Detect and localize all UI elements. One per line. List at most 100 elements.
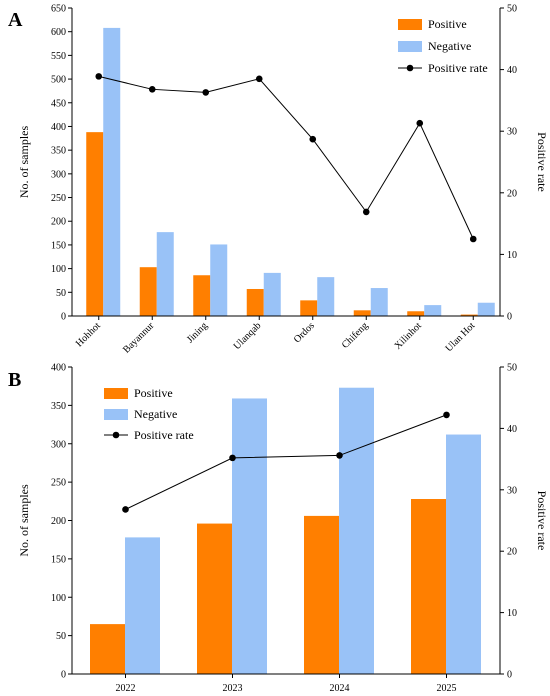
bar-positive-2 xyxy=(304,515,339,674)
panel-label: B xyxy=(8,369,21,391)
legend-label: Positive xyxy=(134,386,173,400)
x-tick-label: Bayannur xyxy=(121,320,157,356)
y-tick-label: 300 xyxy=(51,439,66,450)
x-tick-label: Ulan Hot xyxy=(443,320,477,354)
x-tick-label: Chifeng xyxy=(340,320,371,351)
legend-label: Negative xyxy=(134,407,177,421)
bar-positive-1 xyxy=(197,523,232,674)
y-tick-label: 350 xyxy=(51,146,66,157)
bar-negative-3 xyxy=(446,434,481,674)
y-tick-label: 450 xyxy=(51,98,66,109)
y-tick-label: 0 xyxy=(61,670,66,681)
x-tick-label: Ulanqab xyxy=(232,320,264,352)
legend-label: Positive xyxy=(428,17,467,31)
y-tick-label: 550 xyxy=(51,51,66,62)
bar-positive-3 xyxy=(411,499,446,674)
bar-negative-5 xyxy=(370,288,388,316)
y2-axis-title: Positive rate xyxy=(535,132,549,192)
legend-swatch xyxy=(398,41,422,52)
y2-tick-label: 20 xyxy=(507,188,517,199)
y-tick-label: 250 xyxy=(51,193,66,204)
positive-rate-point-5 xyxy=(362,208,370,216)
bar-positive-2 xyxy=(193,275,211,316)
x-tick-label: 2024 xyxy=(330,683,350,694)
positive-rate-line xyxy=(125,414,447,510)
y2-tick-label: 20 xyxy=(507,547,517,558)
y2-tick-label: 10 xyxy=(507,250,517,261)
y-tick-label: 250 xyxy=(51,478,66,489)
y-axis-title: No. of samples xyxy=(17,126,31,199)
bar-negative-0 xyxy=(125,537,160,674)
y-tick-label: 100 xyxy=(51,593,66,604)
bar-negative-0 xyxy=(103,27,121,316)
legend: Positive Negative Positive rate xyxy=(104,386,194,442)
positive-rate-line xyxy=(98,75,474,240)
y2-tick-label: 30 xyxy=(507,127,517,138)
positive-rate-point-2 xyxy=(336,452,343,459)
positive-rate-point-1 xyxy=(229,454,236,462)
y-tick-label: 350 xyxy=(51,401,66,412)
y2-tick-label: 0 xyxy=(507,312,512,323)
legend-swatch xyxy=(398,19,422,30)
bar-positive-6 xyxy=(407,311,425,316)
legend-swatch xyxy=(104,409,128,420)
positive-rate-point-7 xyxy=(469,235,477,243)
y2-tick-label: 10 xyxy=(507,608,517,619)
chart-panel-B: B 0 50 100 150 200 250 300 350 400 0 10 20 30 40 50 2022… xyxy=(8,363,549,695)
positive-rate-point-3 xyxy=(443,411,450,419)
legend-swatch xyxy=(104,388,128,399)
legend-label: Negative xyxy=(428,39,471,53)
y-tick-label: 650 xyxy=(51,4,66,15)
y-tick-label: 400 xyxy=(51,363,66,374)
bar-negative-6 xyxy=(424,305,442,316)
x-tick-label: Jining xyxy=(185,320,210,345)
y-axis-title: No. of samples xyxy=(17,484,31,557)
bar-negative-2 xyxy=(339,387,374,674)
chart-panel-A: A050100150200250300350400450500550600650… xyxy=(8,4,549,356)
bar-negative-2 xyxy=(210,244,228,316)
positive-rate-point-6 xyxy=(416,119,424,127)
x-tick-label: 2022 xyxy=(116,683,136,694)
positive-rate-point-0 xyxy=(95,73,103,80)
x-tick-label: Ordos xyxy=(292,320,317,345)
bar-positive-3 xyxy=(246,288,264,316)
y-tick-label: 600 xyxy=(51,27,66,38)
y2-tick-label: 50 xyxy=(507,4,517,15)
y-tick-label: 400 xyxy=(51,122,66,133)
bar-positive-7 xyxy=(460,314,478,316)
positive-rate-point-2 xyxy=(202,89,210,96)
y-tick-label: 150 xyxy=(51,554,66,565)
positive-rate-point-4 xyxy=(309,135,317,143)
y-tick-label: 50 xyxy=(56,288,66,299)
legend: Positive Negative Positive rate xyxy=(398,17,488,75)
y-tick-label: 300 xyxy=(51,169,66,180)
x-tick-label: Hohhot xyxy=(74,320,103,349)
bar-positive-0 xyxy=(86,132,104,316)
bar-negative-1 xyxy=(156,232,174,316)
positive-rate-point-0 xyxy=(122,506,129,513)
y-tick-label: 100 xyxy=(51,264,66,275)
bar-negative-7 xyxy=(477,302,495,316)
positive-rate-point-3 xyxy=(255,75,263,83)
x-tick-label: Xilinhot xyxy=(393,320,425,352)
y2-tick-label: 40 xyxy=(507,424,517,435)
positive-rate-point-1 xyxy=(148,86,156,93)
bar-negative-1 xyxy=(232,398,267,674)
legend-label: Positive rate xyxy=(134,428,194,442)
y-tick-label: 200 xyxy=(51,217,66,228)
legend-marker xyxy=(406,64,414,72)
bar-negative-4 xyxy=(317,277,335,316)
legend-label: Positive rate xyxy=(428,61,488,75)
y-tick-label: 200 xyxy=(51,516,66,527)
bar-positive-1 xyxy=(139,267,157,316)
y-tick-label: 500 xyxy=(51,75,66,86)
bar-positive-0 xyxy=(90,624,125,674)
panel-label: A xyxy=(8,9,23,31)
legend-marker xyxy=(112,431,120,439)
y2-axis-title: Positive rate xyxy=(535,491,549,551)
bar-positive-4 xyxy=(300,300,318,316)
x-tick-label: 2023 xyxy=(223,683,243,694)
y2-tick-label: 40 xyxy=(507,65,517,76)
y-tick-label: 0 xyxy=(61,312,66,323)
